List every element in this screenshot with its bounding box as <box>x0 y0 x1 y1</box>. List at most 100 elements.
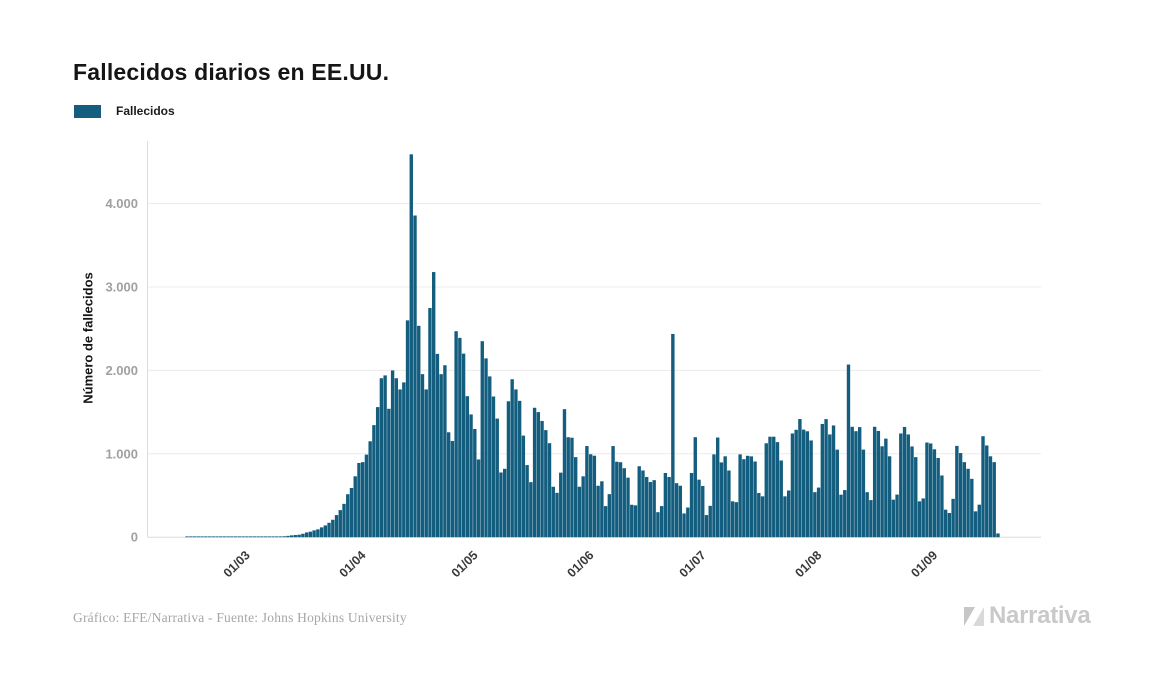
bar[interactable] <box>936 457 940 538</box>
bar[interactable] <box>282 536 286 538</box>
bar[interactable] <box>615 461 619 538</box>
bar[interactable] <box>517 400 522 538</box>
bar[interactable] <box>480 341 484 538</box>
bar[interactable] <box>682 513 686 538</box>
bar[interactable] <box>461 353 466 538</box>
bar[interactable] <box>241 536 245 538</box>
legend[interactable]: Fallecidos <box>74 104 175 118</box>
bar[interactable] <box>409 154 413 538</box>
bar[interactable] <box>596 485 600 538</box>
bar[interactable] <box>499 472 503 538</box>
bar[interactable] <box>663 472 668 538</box>
bar[interactable] <box>772 436 776 538</box>
bar[interactable] <box>745 455 750 538</box>
bar[interactable] <box>727 470 731 538</box>
bar[interactable] <box>686 507 690 538</box>
bar[interactable] <box>607 494 612 538</box>
bar[interactable] <box>297 534 301 538</box>
bar[interactable] <box>783 496 787 538</box>
bar[interactable] <box>275 536 279 538</box>
bar[interactable] <box>514 389 518 538</box>
bar[interactable] <box>906 434 910 538</box>
bar[interactable] <box>525 465 529 538</box>
bar[interactable] <box>443 365 447 538</box>
bar[interactable] <box>973 511 978 538</box>
bar[interactable] <box>947 513 952 538</box>
bar[interactable] <box>854 431 858 538</box>
bar[interactable] <box>260 536 264 538</box>
bar[interactable] <box>880 446 884 538</box>
bar[interactable] <box>723 456 727 538</box>
bar[interactable] <box>996 533 1000 538</box>
bar[interactable] <box>510 379 514 538</box>
bar[interactable] <box>581 476 585 538</box>
bar[interactable] <box>286 535 290 538</box>
bar[interactable] <box>958 453 963 538</box>
bar[interactable] <box>932 449 937 538</box>
bar[interactable] <box>334 515 339 538</box>
bar[interactable] <box>215 536 219 538</box>
bar[interactable] <box>667 476 671 538</box>
bar[interactable] <box>704 515 709 538</box>
bar[interactable] <box>738 454 742 538</box>
bar[interactable] <box>790 433 795 538</box>
bar[interactable] <box>357 462 361 538</box>
bar[interactable] <box>271 536 275 538</box>
bar[interactable] <box>719 462 724 538</box>
bar[interactable] <box>488 376 492 538</box>
bar[interactable] <box>592 455 597 538</box>
bar[interactable] <box>189 536 193 538</box>
bar[interactable] <box>248 536 253 538</box>
bar[interactable] <box>929 443 933 538</box>
bar[interactable] <box>484 358 488 538</box>
bar[interactable] <box>708 505 712 538</box>
bar[interactable] <box>970 478 974 538</box>
bar[interactable] <box>301 533 305 538</box>
bar[interactable] <box>899 433 903 538</box>
bar[interactable] <box>872 426 877 538</box>
bar[interactable] <box>843 490 847 538</box>
bar[interactable] <box>917 501 922 538</box>
bar[interactable] <box>454 331 458 538</box>
bar[interactable] <box>368 441 372 538</box>
bar[interactable] <box>540 420 544 538</box>
bar[interactable] <box>372 425 376 538</box>
bar[interactable] <box>361 462 365 538</box>
bar[interactable] <box>981 436 985 538</box>
bar[interactable] <box>809 440 813 538</box>
bar[interactable] <box>506 401 511 538</box>
bar[interactable] <box>465 396 470 538</box>
bar[interactable] <box>637 466 641 538</box>
bar[interactable] <box>278 536 283 538</box>
bar[interactable] <box>566 437 570 538</box>
bar[interactable] <box>992 462 996 538</box>
bar[interactable] <box>256 536 260 538</box>
bar[interactable] <box>955 445 959 538</box>
bar[interactable] <box>405 320 410 538</box>
bar[interactable] <box>648 482 653 538</box>
bar[interactable] <box>207 536 212 538</box>
bar[interactable] <box>753 461 757 538</box>
bar[interactable] <box>532 407 537 538</box>
bar[interactable] <box>450 440 455 538</box>
bar[interactable] <box>230 536 234 538</box>
bar[interactable] <box>600 481 604 538</box>
bar[interactable] <box>544 430 548 538</box>
bar[interactable] <box>618 462 623 538</box>
bar[interactable] <box>458 337 462 538</box>
bar[interactable] <box>413 215 417 538</box>
bar[interactable] <box>678 485 683 538</box>
bar[interactable] <box>473 429 477 538</box>
bar[interactable] <box>222 536 227 538</box>
bar[interactable] <box>985 445 989 538</box>
bar[interactable] <box>312 530 316 538</box>
bar[interactable] <box>940 475 944 538</box>
bar[interactable] <box>327 522 331 538</box>
bar[interactable] <box>469 414 473 538</box>
bar[interactable] <box>267 536 271 538</box>
bar[interactable] <box>196 536 200 538</box>
bar[interactable] <box>902 426 907 538</box>
bar[interactable] <box>211 536 215 538</box>
bar[interactable] <box>233 536 238 538</box>
bar[interactable] <box>495 418 499 538</box>
